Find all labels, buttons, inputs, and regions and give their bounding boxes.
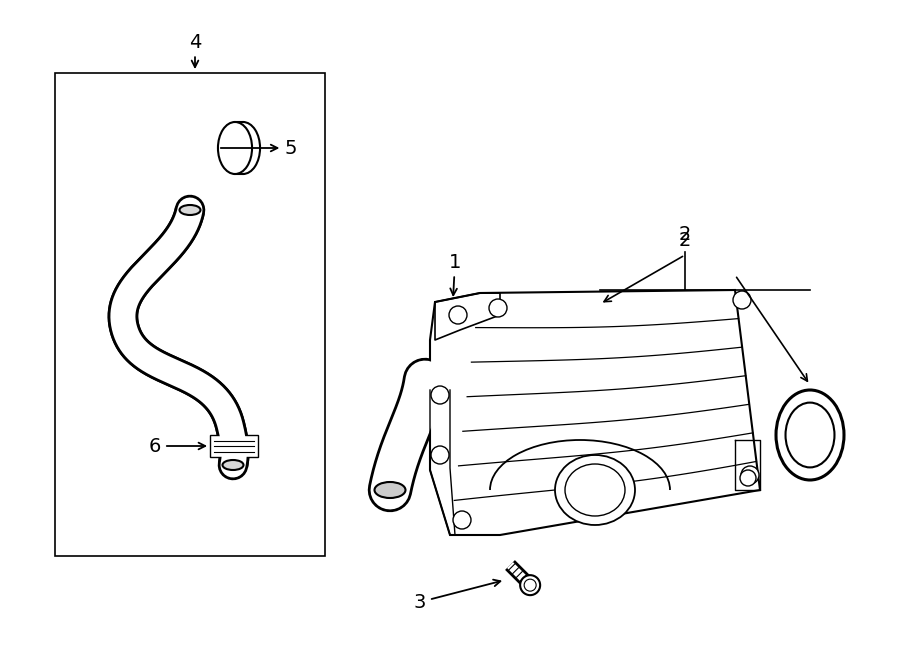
Ellipse shape (374, 482, 406, 498)
Polygon shape (430, 290, 760, 535)
Ellipse shape (565, 464, 625, 516)
Ellipse shape (555, 455, 635, 525)
Ellipse shape (579, 320, 621, 376)
Ellipse shape (776, 390, 844, 480)
Circle shape (431, 446, 449, 464)
Text: 1: 1 (449, 253, 461, 295)
Text: 2: 2 (679, 231, 691, 249)
Circle shape (733, 291, 751, 309)
Ellipse shape (218, 122, 252, 174)
Circle shape (520, 575, 540, 595)
Ellipse shape (222, 460, 244, 470)
Ellipse shape (226, 122, 260, 174)
Ellipse shape (786, 403, 834, 467)
Bar (55, 73, 325, 556)
Bar (210, 435, 258, 457)
Ellipse shape (179, 205, 201, 215)
Text: 3: 3 (414, 580, 500, 611)
Ellipse shape (571, 309, 629, 387)
Circle shape (431, 386, 449, 404)
Text: 5: 5 (220, 139, 298, 157)
Circle shape (489, 299, 507, 317)
Circle shape (741, 466, 759, 484)
Circle shape (453, 511, 471, 529)
Text: 6: 6 (148, 436, 205, 455)
Text: 4: 4 (189, 32, 202, 67)
Text: 2: 2 (679, 225, 691, 245)
Circle shape (524, 579, 536, 591)
Circle shape (449, 306, 467, 324)
Circle shape (740, 470, 756, 486)
